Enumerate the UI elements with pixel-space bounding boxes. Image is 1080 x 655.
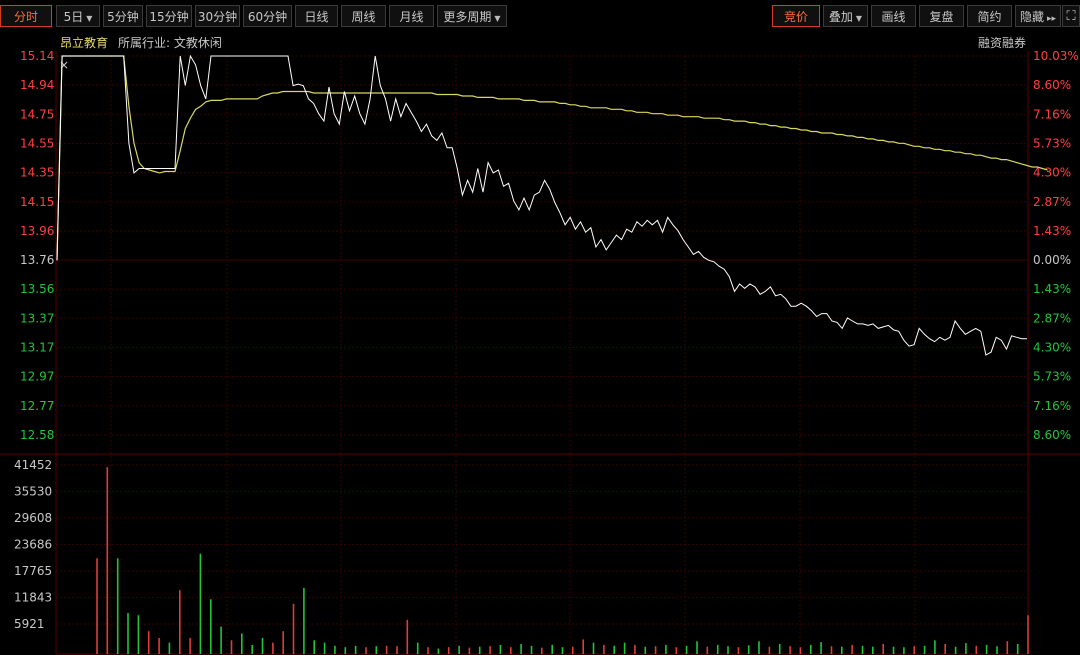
tab-label: 15分钟 — [149, 10, 189, 24]
price-tick-label: 13.56 — [20, 282, 54, 296]
tab-label: 60分钟 — [247, 10, 288, 24]
tab-label: 30分钟 — [197, 10, 238, 24]
tool-label: 复盘 — [929, 10, 954, 24]
percent-tick-label: 8.60% — [1033, 78, 1071, 92]
tab-label: 月线 — [399, 10, 424, 24]
price-axis-left: 15.14 14.94 14.75 14.55 14.35 14.15 13.96 13.76… — [20, 49, 54, 442]
percent-tick-label: 10.03% — [1033, 49, 1079, 63]
tool-label: 竞价 — [783, 10, 808, 24]
dropdown-arrow-icon: ▼ — [494, 14, 501, 23]
tab-period-9[interactable]: 更多周期 ▼ — [437, 5, 507, 27]
price-tick-label: 14.94 — [20, 78, 54, 92]
percent-tick-label: 4.30% — [1033, 341, 1071, 355]
tab-period-7[interactable]: 周线 — [341, 5, 386, 27]
tool-button-4[interactable]: 简约 — [967, 5, 1012, 27]
price-line — [56, 54, 1027, 356]
percent-tick-label: 2.87% — [1033, 195, 1071, 209]
price-tick-label: 12.77 — [20, 399, 54, 413]
volume-tick-label: 23686 — [14, 538, 52, 552]
average-price-line — [56, 55, 1048, 261]
percent-axis-right: 10.03% 8.60% 7.16% 5.73% 4.30% 2.87% 1.43% 0.00… — [1033, 49, 1079, 442]
percent-tick-label: 1.43% — [1033, 282, 1071, 296]
percent-tick-label: 0.00% — [1033, 253, 1071, 267]
price-tick-label: 12.58 — [20, 428, 54, 442]
tool-label: 简约 — [977, 10, 1002, 24]
volume-tick-label: 41452 — [14, 458, 52, 472]
intraday-chart: 昂立教育 所属行业: 文教休闲 融资融券 × 15.14 14.94 14.75 14… — [0, 33, 1080, 655]
tool-button-3[interactable]: 复盘 — [919, 5, 964, 27]
percent-tick-label: 5.73% — [1033, 370, 1071, 384]
percent-tick-label: 7.16% — [1033, 107, 1071, 121]
tab-period-8[interactable]: 月线 — [389, 5, 434, 27]
volume-axis: 41452 35530 29608 23686 17765 11843 5921 — [14, 458, 52, 631]
tab-label: 分时 — [13, 10, 38, 24]
tab-period-3[interactable]: 15分钟 — [146, 5, 192, 27]
percent-tick-label: 1.43% — [1033, 224, 1071, 238]
price-tick-label: 14.75 — [20, 107, 54, 121]
tab-label: 5日 — [63, 10, 84, 24]
price-tick-label: 13.37 — [20, 311, 54, 325]
price-tick-label: 14.55 — [20, 136, 54, 150]
price-tick-label: 14.15 — [20, 195, 54, 209]
tool-label: 画线 — [881, 10, 906, 24]
tool-button-5[interactable]: 隐藏 ▸▸ — [1015, 5, 1061, 27]
volume-bars — [96, 467, 1029, 654]
dropdown-arrow-icon: ▼ — [855, 14, 863, 23]
tab-label: 5分钟 — [107, 10, 139, 24]
tool-button-2[interactable]: 画线 — [871, 5, 916, 27]
tab-period-0[interactable]: 分时 — [0, 5, 52, 27]
tab-period-4[interactable]: 30分钟 — [195, 5, 240, 27]
expand-arrows-icon: ▸▸ — [1046, 14, 1057, 24]
percent-tick-label: 8.60% — [1033, 428, 1071, 442]
percent-tick-label: 5.73% — [1033, 136, 1071, 150]
percent-tick-label: 7.16% — [1033, 399, 1071, 413]
tab-label: 周线 — [351, 10, 376, 24]
period-toolbar: 分时 5日 ▼ 5分钟 15分钟 30分钟 60分钟 日线 周线 月线 更多周期 ▼ 竞价 叠加 ▼ 画线 复盘… — [0, 0, 1080, 33]
tab-period-1[interactable]: 5日 ▼ — [56, 5, 100, 27]
volume-tick-label: 29608 — [14, 511, 52, 525]
tab-label: 更多周期 — [443, 10, 492, 24]
volume-tick-label: 35530 — [14, 485, 52, 499]
price-tick-label: 14.35 — [20, 166, 54, 180]
fullscreen-icon[interactable]: ⛶ — [1062, 5, 1080, 27]
price-tick-label: 15.14 — [20, 49, 54, 63]
volume-tick-label: 5921 — [14, 617, 45, 631]
price-tick-label: 13.96 — [20, 224, 54, 238]
tool-label: 隐藏 — [1019, 10, 1044, 24]
close-icon[interactable]: × — [59, 58, 69, 72]
tab-period-6[interactable]: 日线 — [295, 5, 338, 27]
industry-label[interactable]: 所属行业: 文教休闲 — [118, 35, 222, 50]
percent-tick-label: 2.87% — [1033, 311, 1071, 325]
tool-button-0[interactable]: 竞价 — [772, 5, 820, 27]
tool-label: 叠加 — [828, 10, 853, 24]
dropdown-arrow-icon: ▼ — [86, 14, 93, 23]
tab-period-5[interactable]: 60分钟 — [243, 5, 292, 27]
price-tick-label: 13.17 — [20, 341, 54, 355]
chart-background — [0, 33, 1080, 655]
volume-tick-label: 11843 — [14, 591, 52, 605]
tool-button-1[interactable]: 叠加 ▼ — [823, 5, 868, 27]
volume-tick-label: 17765 — [14, 564, 52, 578]
tab-period-2[interactable]: 5分钟 — [103, 5, 143, 27]
margin-trading-label[interactable]: 融资融券 — [978, 35, 1026, 50]
price-tick-label: 12.97 — [20, 370, 54, 384]
stock-name[interactable]: 昂立教育 — [60, 35, 108, 50]
tab-label: 日线 — [304, 10, 329, 24]
price-tick-label: 13.76 — [20, 253, 54, 267]
